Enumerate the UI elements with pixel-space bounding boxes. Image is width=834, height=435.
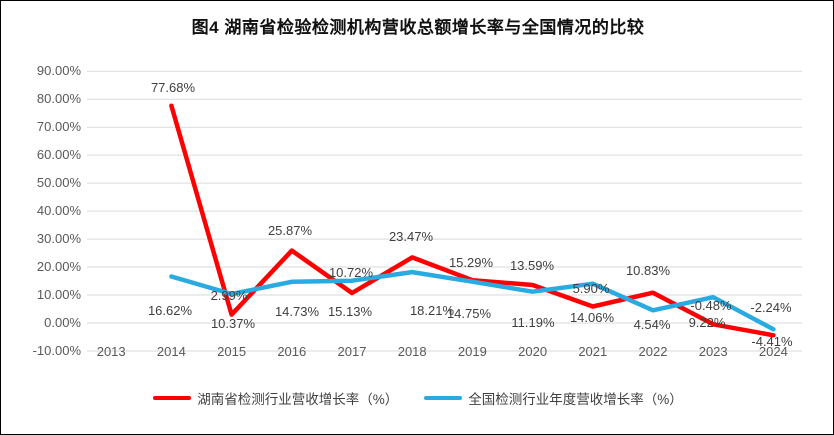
legend: 湖南省检测行业营收增长率（%） 全国检测行业年度营收增长率（%） — [1, 387, 833, 409]
data-label-national-2024: -2.24% — [750, 300, 792, 315]
x-axis-tick-2014: 2014 — [156, 344, 186, 359]
data-label-national-2017: 15.13% — [327, 304, 373, 319]
legend-item-hunan: 湖南省检测行业营收增长率（%） — [153, 388, 398, 408]
data-label-national-2021: 14.06% — [569, 310, 615, 325]
data-label-national-2023: 9.22% — [688, 315, 726, 330]
legend-label-national: 全国检测行业年度营收增长率（%） — [468, 392, 683, 407]
data-label-hunan-2014: 77.68% — [150, 80, 196, 95]
data-label-hunan-2022: 10.83% — [625, 263, 671, 278]
x-axis-tick-2013: 2013 — [96, 344, 126, 359]
y-axis-tick: 50.00% — [36, 175, 81, 191]
x-axis-tick-2015: 2015 — [217, 344, 247, 359]
x-axis-tick-2016: 2016 — [277, 344, 307, 359]
x-axis-tick-2017: 2017 — [337, 344, 367, 359]
data-label-national-2019: 14.75% — [446, 306, 492, 321]
data-label-hunan-2015: 2.99% — [210, 288, 248, 303]
data-label-national-2015: 10.37% — [210, 316, 256, 331]
x-axis-tick-2019: 2019 — [457, 344, 487, 359]
y-axis-tick: 30.00% — [36, 231, 81, 247]
x-axis-tick-2024: 2024 — [758, 344, 788, 359]
data-label-hunan-2018: 23.47% — [388, 229, 434, 244]
data-label-hunan-2024: -4.41% — [751, 334, 793, 349]
y-axis-tick: 20.00% — [36, 259, 81, 275]
data-label-hunan-2017: 10.72% — [328, 265, 374, 280]
legend-label-hunan: 湖南省检测行业营收增长率（%） — [197, 392, 399, 407]
data-label-hunan-2021: 5.90% — [572, 281, 610, 296]
chart-title: 图4 湖南省检验检测机构营收总额增长率与全国情况的比较 — [191, 18, 645, 37]
x-axis-tick-2022: 2022 — [638, 344, 668, 359]
y-axis-tick: 0.00% — [44, 315, 81, 330]
y-axis-tick: 40.00% — [36, 203, 81, 219]
x-axis-tick-2023: 2023 — [698, 344, 728, 359]
y-axis-tick: 60.00% — [36, 147, 81, 163]
y-axis-tick: 70.00% — [36, 119, 81, 135]
y-axis-tick: -10.00% — [32, 342, 81, 358]
data-label-national-2022: 4.54% — [633, 317, 671, 332]
data-label-hunan-2019: 15.29% — [448, 255, 494, 270]
legend-swatch-hunan-line — [153, 395, 192, 401]
x-axis-tick-2021: 2021 — [578, 344, 608, 359]
data-label-national-2014: 16.62% — [147, 303, 193, 318]
data-label-national-2020: 11.19% — [511, 315, 555, 330]
series-line-national — [169, 269, 776, 332]
y-axis-tick: 90.00% — [36, 63, 81, 79]
data-label-hunan-2016: 25.87% — [267, 223, 313, 238]
y-axis-tick: 80.00% — [36, 91, 81, 107]
y-axis-tick: 10.00% — [36, 287, 81, 303]
data-label-national-2018: 18.21% — [409, 303, 455, 318]
x-axis-tick-2020: 2020 — [518, 344, 548, 359]
x-axis-tick-2018: 2018 — [397, 344, 427, 359]
data-label-hunan-2023: -0.48% — [690, 298, 732, 313]
data-label-hunan-2020: 13.59% — [509, 258, 555, 273]
legend-swatch-national-line — [424, 395, 463, 401]
data-label-national-2016: 14.73% — [274, 304, 320, 319]
legend-item-national: 全国检测行业年度营收增长率（%） — [424, 388, 683, 408]
